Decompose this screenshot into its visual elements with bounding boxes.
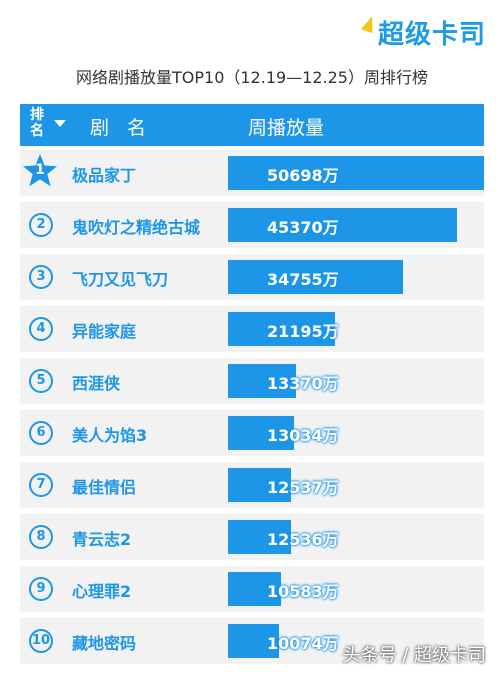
rank-badge: 7 [29,473,53,497]
name-column-header: 剧 名 [90,117,153,139]
chart-row: 5 西涯侠 13370万 [20,358,484,404]
data-label: 13034万 [267,426,339,445]
bar [228,624,279,658]
chart-row: 1 极品家丁 50698万 [20,150,484,196]
bar [228,572,281,606]
category-label: 最佳情侣 [72,478,137,497]
bar [228,208,457,242]
rank-badge: 2 [29,213,53,237]
data-label: 50698万 [267,166,339,185]
bar [228,468,291,502]
rank-badge: 8 [29,525,53,549]
data-label: 45370万 [267,218,339,237]
data-label: 12536万 [267,530,339,549]
chart-row: 4 异能家庭 21195万 [20,306,484,352]
chart-row: 9 心理罪2 10583万 [20,566,484,612]
sort-down-icon[interactable] [54,120,66,127]
category-label: 美人为馅3 [72,426,148,445]
data-label: 10583万 [267,582,339,601]
category-label: 异能家庭 [72,322,137,341]
rank-number: 1 [35,162,45,178]
chart-row: 2 鬼吹灯之精绝古城 45370万 [20,202,484,248]
rank-column-header[interactable]: 排名 [30,107,66,139]
data-label: 13370万 [267,374,339,393]
category-label: 心理罪2 [72,582,132,601]
lightning-icon [361,13,378,33]
rank-badge: 5 [29,369,53,393]
watermark: 头条号 / 超级卡司 [342,645,486,666]
logo-text: 超级卡司 [377,20,486,50]
category-label: 鬼吹灯之精绝古城 [72,218,201,237]
data-label: 12537万 [267,478,339,497]
rank-badge: 3 [29,265,53,289]
brand-logo: 超级卡司 [361,13,486,51]
chart-row: 3 飞刀又见飞刀 34755万 [20,254,484,300]
bar [228,312,335,346]
chart-row: 10 藏地密码 10074万 [20,618,484,664]
category-label: 西涯侠 [72,374,121,393]
data-label: 34755万 [267,270,339,289]
rank-badge: 4 [29,317,53,341]
rank-badge: 10 [29,629,53,653]
data-label: 21195万 [267,322,339,341]
rank-header-label: 排名 [30,107,44,139]
bar [228,156,484,190]
bar [228,260,403,294]
data-label: 10074万 [267,634,339,653]
chart-row: 8 青云志2 12536万 [20,514,484,560]
rank-star-icon: 1 [22,153,58,189]
bar [228,364,296,398]
bar [228,520,291,554]
category-label: 极品家丁 [72,166,137,185]
bar [228,416,294,450]
chart-title: 网络剧播放量TOP10（12.19—12.25）周排行榜 [76,68,428,87]
value-column-header: 周播放量 [248,117,325,139]
rank-badge: 6 [29,421,53,445]
chart-row: 7 最佳情侣 12537万 [20,462,484,508]
table-header: 排名 剧 名 周播放量 [20,104,484,146]
category-label: 藏地密码 [72,634,137,653]
category-label: 青云志2 [72,530,132,549]
rank-badge: 9 [29,577,53,601]
category-label: 飞刀又见飞刀 [72,270,169,289]
chart-row: 6 美人为馅3 13034万 [20,410,484,456]
